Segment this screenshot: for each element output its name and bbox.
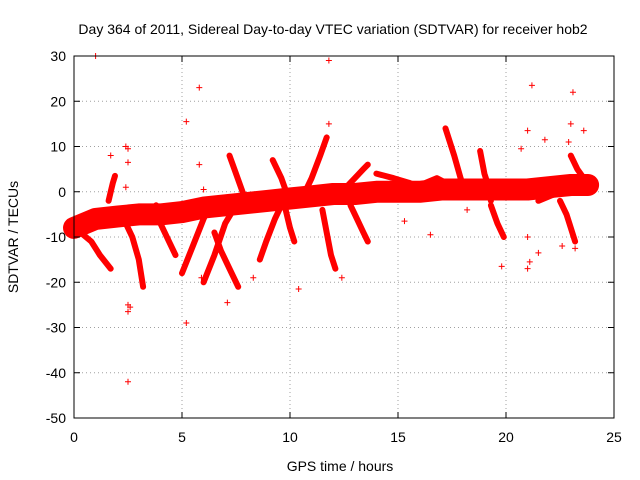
satellite-track: [179, 197, 216, 277]
outlier-point: [567, 120, 574, 127]
outlier-point: [524, 265, 531, 272]
outlier-point: [125, 145, 131, 152]
outlier-point: [569, 89, 576, 96]
x-tick-label: 20: [498, 429, 514, 445]
outlier-point: [541, 136, 548, 143]
y-tick-label: 10: [50, 139, 66, 155]
outlier-point: [559, 243, 566, 250]
trend-band: [63, 174, 600, 239]
outlier-point: [401, 218, 408, 225]
outlier-point: [464, 206, 471, 213]
x-tick-label: 10: [282, 429, 298, 445]
satellite-track: [297, 134, 330, 204]
satellite-track: [477, 148, 494, 204]
satellite-track: [319, 206, 339, 272]
satellite-track: [153, 202, 179, 259]
y-tick-label: -40: [46, 365, 66, 381]
outlier-point: [524, 127, 531, 134]
outlier-point: [565, 138, 572, 145]
x-tick-label: 5: [178, 429, 186, 445]
outlier-point: [518, 145, 525, 152]
outlier-point: [580, 127, 587, 134]
grid-lines: [74, 56, 614, 418]
satellite-track: [567, 152, 592, 186]
y-tick-label: -10: [46, 229, 66, 245]
outlier-point: [572, 245, 579, 252]
data-points: [63, 53, 600, 385]
satellite-track: [442, 125, 468, 195]
x-tick-label: 15: [390, 429, 406, 445]
y-tick-label: 0: [58, 184, 66, 200]
outlier-point: [526, 258, 533, 265]
outlier-point: [196, 161, 203, 168]
y-tick-label: 20: [50, 93, 66, 109]
satellite-track: [120, 215, 147, 290]
satellite-track: [105, 172, 118, 204]
outlier-point: [325, 120, 332, 127]
outlier-point: [196, 84, 203, 91]
outlier-point: [125, 159, 131, 166]
y-tick-label: -30: [46, 320, 66, 336]
outlier-point: [107, 152, 114, 159]
chart-title: Day 364 of 2011, Sidereal Day-to-day VTE…: [78, 21, 587, 37]
axis-ticks: 0 5 10 15 20 25 -50 -40 -30 -20 -10 0 10 20 30: [46, 48, 622, 445]
satellite-track: [226, 152, 252, 209]
satellite-track: [269, 157, 298, 209]
satellite-track: [535, 175, 574, 204]
outlier-point: [224, 299, 231, 306]
outlier-point: [183, 118, 190, 125]
satellite-track: [423, 175, 458, 191]
outlier-point: [183, 319, 190, 326]
outlier-point: [122, 184, 129, 191]
outlier-point: [200, 186, 207, 193]
satellite-track: [200, 202, 239, 286]
x-axis-label: GPS time / hours: [287, 458, 394, 474]
outlier-point: [250, 274, 257, 281]
satellite-track: [557, 197, 579, 245]
outlier-point: [427, 231, 434, 238]
outlier-point: [338, 274, 345, 281]
outlier-point: [535, 249, 542, 256]
outlier-point: [528, 82, 535, 89]
outlier-point: [125, 308, 131, 315]
x-tick-label: 0: [70, 429, 78, 445]
outlier-point: [127, 304, 134, 311]
outlier-point: [125, 378, 131, 385]
y-tick-label: -20: [46, 274, 66, 290]
y-tick-label: -50: [46, 410, 66, 426]
y-tick-label: 30: [50, 48, 66, 64]
satellite-track: [373, 170, 423, 191]
outlier-point: [524, 234, 531, 240]
y-axis-label: SDTVAR / TECUs: [5, 181, 21, 293]
satellite-track: [343, 161, 371, 191]
outlier-point: [325, 57, 332, 64]
satellite-track: [282, 206, 298, 245]
outlier-point: [295, 286, 302, 293]
satellite-track: [256, 202, 285, 263]
outlier-point: [498, 263, 505, 270]
outlier-point: [198, 274, 205, 281]
satellite-track: [77, 229, 114, 272]
x-tick-label: 25: [606, 429, 622, 445]
satellite-track: [487, 202, 507, 240]
satellite-track: [347, 202, 371, 245]
